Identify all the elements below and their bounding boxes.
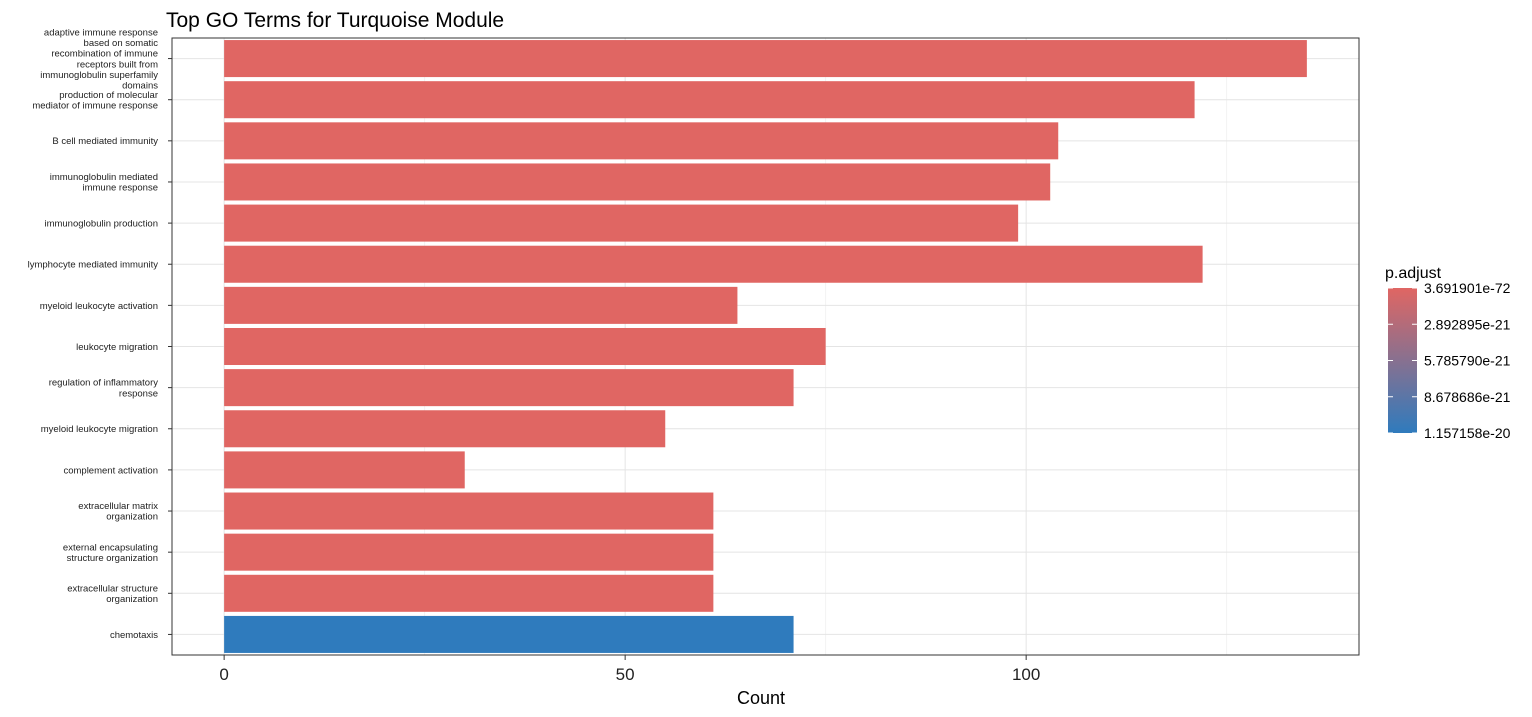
legend-ticks: 3.691901e-72 2.892895e-21 5.785790e-21 8.67… (1388, 280, 1511, 441)
y-tick-label: external encapsulating structure organiza… (63, 542, 158, 564)
bar (224, 410, 666, 448)
bar (224, 122, 1059, 160)
bar (224, 40, 1307, 78)
bar (224, 245, 1203, 283)
y-tick-label: extracellular structure organization (67, 583, 158, 605)
legend: p.adjust 3.691901e-72 2.892895e-21 5.78579… (1385, 265, 1511, 441)
bar (224, 574, 714, 612)
bar (224, 204, 1019, 242)
y-tick-label: lymphocyte mediated immunity (28, 260, 159, 271)
legend-title: p.adjust (1385, 265, 1442, 282)
y-tick-label: extracellular matrix organization (78, 501, 158, 523)
x-tick-label: 0 (219, 665, 228, 684)
bars-group (224, 40, 1307, 653)
bar (224, 451, 465, 489)
bar (224, 615, 794, 653)
y-axis-ticks: adaptive immune response based on somatic… (28, 27, 172, 641)
y-tick-label: production of molecular mediator of immun… (32, 90, 158, 112)
y-tick-label: myeloid leukocyte migration (41, 424, 158, 435)
x-axis-ticks: 0 50 100 (219, 655, 1040, 684)
x-tick-label: 100 (1012, 665, 1040, 684)
bar (224, 286, 738, 324)
y-tick-label: myeloid leukocyte activation (40, 301, 158, 312)
y-tick-label: adaptive immune response based on somatic… (40, 27, 158, 91)
legend-label: 1.157158e-20 (1424, 425, 1511, 441)
x-tick-label: 50 (616, 665, 635, 684)
x-axis-label: Count (737, 688, 785, 708)
y-tick-label: B cell mediated immunity (52, 136, 158, 147)
y-tick-label: regulation of inflammatory response (49, 378, 159, 400)
bar (224, 163, 1051, 201)
y-tick-label: chemotaxis (110, 630, 158, 641)
y-tick-label: leukocyte migration (76, 342, 158, 353)
y-tick-label: complement activation (63, 465, 158, 476)
chart-title: Top GO Terms for Turquoise Module (166, 9, 504, 32)
legend-label: 5.785790e-21 (1424, 353, 1511, 369)
bar (224, 369, 794, 407)
bar (224, 533, 714, 571)
legend-label: 2.892895e-21 (1424, 316, 1511, 332)
bar (224, 492, 714, 530)
bar (224, 81, 1195, 119)
legend-label: 8.678686e-21 (1424, 389, 1511, 405)
legend-label: 3.691901e-72 (1424, 280, 1511, 296)
y-tick-label: immunoglobulin production (44, 219, 158, 230)
y-tick-label: immunoglobulin mediated immune response (50, 172, 158, 194)
bar (224, 327, 826, 366)
